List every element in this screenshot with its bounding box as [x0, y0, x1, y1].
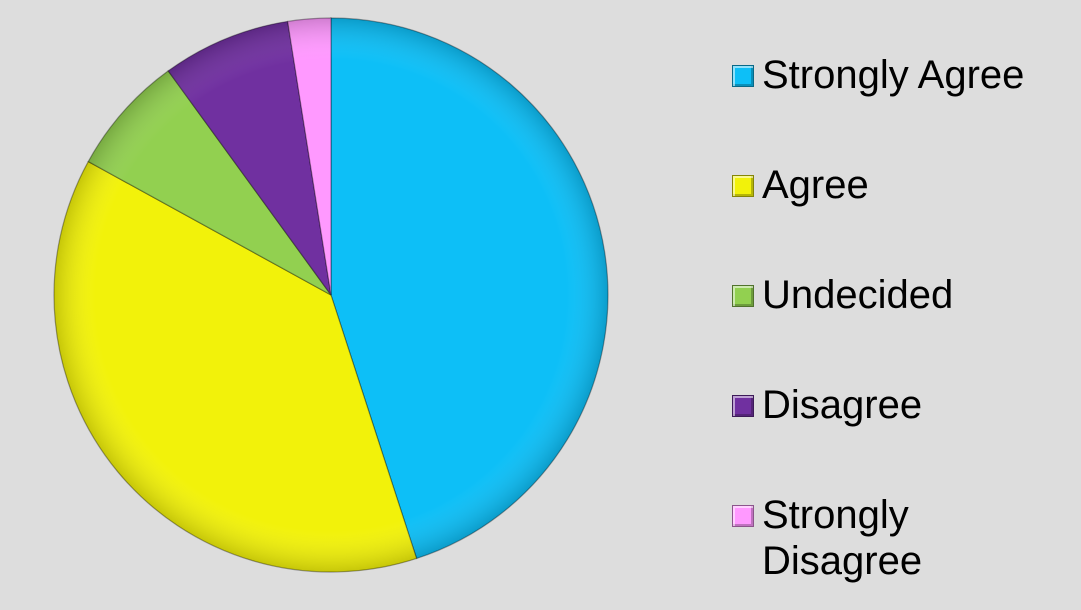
legend-item-undecided: Undecided — [732, 272, 1072, 318]
legend-label: Strongly Agree — [762, 53, 1025, 97]
legend-label: Disagree — [762, 383, 923, 427]
legend-swatch — [732, 175, 754, 197]
legend-label: Undecided — [762, 273, 954, 317]
legend-swatch — [732, 65, 754, 87]
legend-label: Agree — [762, 163, 869, 207]
legend-label: Strongly Disagree — [762, 493, 923, 583]
legend-swatch — [732, 505, 754, 527]
legend-item-disagree: Disagree — [732, 382, 1072, 428]
legend-item-agree: Agree — [732, 162, 1072, 208]
pie-plot-area — [53, 17, 609, 573]
legend-item-strongly-agree: Strongly Agree — [732, 52, 1072, 98]
legend-swatch — [732, 395, 754, 417]
legend-swatch — [732, 285, 754, 307]
legend-item-strongly-disagree: Strongly Disagree — [732, 492, 962, 584]
